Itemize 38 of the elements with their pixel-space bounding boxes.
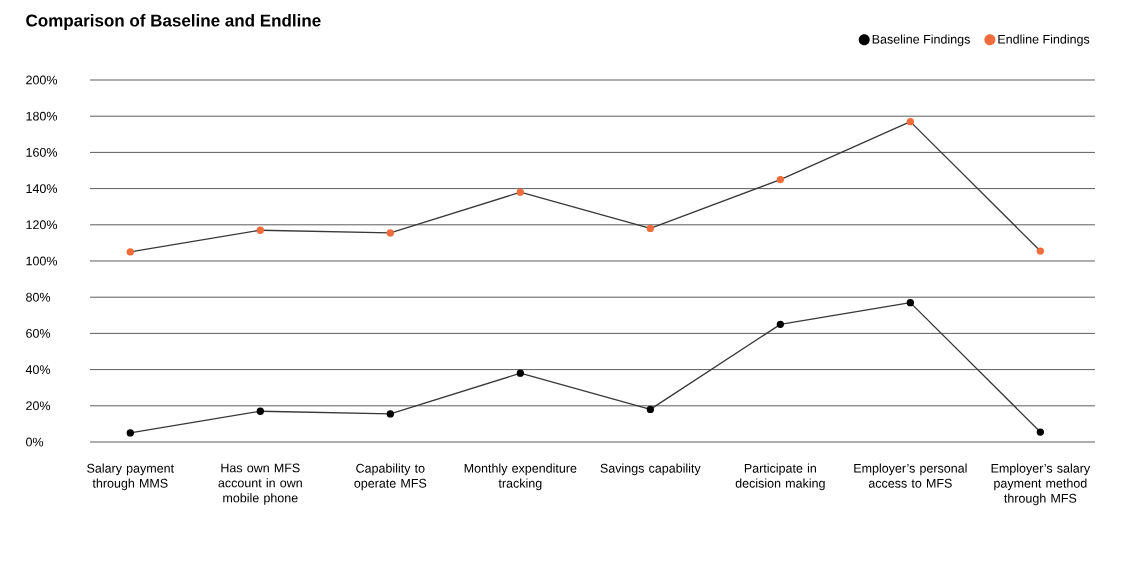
legend-label: Baseline Findings: [872, 34, 970, 47]
point: [646, 405, 654, 414]
y-tick-label: 160%: [26, 147, 58, 157]
chart-title: Comparison of Baseline and Endline: [26, 14, 321, 30]
point: [1036, 247, 1045, 255]
x-tick-label: Employer’s salary payment method through MFS: [991, 463, 1091, 506]
x-tick-label: Employer’s personal access to MFS: [854, 463, 967, 488]
point: [256, 226, 264, 234]
y-tick-label: 60%: [26, 328, 51, 338]
y-tick-label: 20%: [26, 401, 51, 411]
y-tick-label: 120%: [26, 220, 58, 230]
x-tick-label: Monthly expenditure tracking: [464, 463, 577, 491]
y-tick-label: 40%: [25, 365, 51, 375]
point: [126, 429, 134, 437]
point: [776, 175, 784, 184]
y-tick-label: 180%: [26, 111, 58, 121]
y-tick-label: 100%: [26, 256, 58, 266]
x-tick-label: Has own MFS account in own mobile phone: [218, 463, 302, 505]
point: [386, 229, 394, 237]
x-tick-label: Participate in decision making: [735, 463, 825, 491]
y-tick-label: 0%: [26, 437, 44, 447]
point: [256, 407, 264, 415]
x-tick-label: Capability to operate MFS: [354, 463, 427, 491]
x-tick-label: Savings capability: [600, 463, 701, 476]
point: [386, 410, 394, 418]
y-tick-label: 80%: [26, 292, 51, 302]
point: [646, 224, 654, 233]
y-tick-label: 200%: [26, 75, 58, 85]
legend-label: Endline Findings: [998, 34, 1090, 47]
point: [516, 369, 524, 377]
x-tick-label: Salary payment through MMS: [87, 463, 174, 491]
point: [906, 117, 914, 126]
point: [516, 188, 524, 196]
point: [1036, 428, 1045, 436]
y-tick-label: 140%: [26, 184, 58, 194]
point: [126, 248, 134, 256]
point: [906, 298, 914, 307]
point: [776, 320, 784, 328]
